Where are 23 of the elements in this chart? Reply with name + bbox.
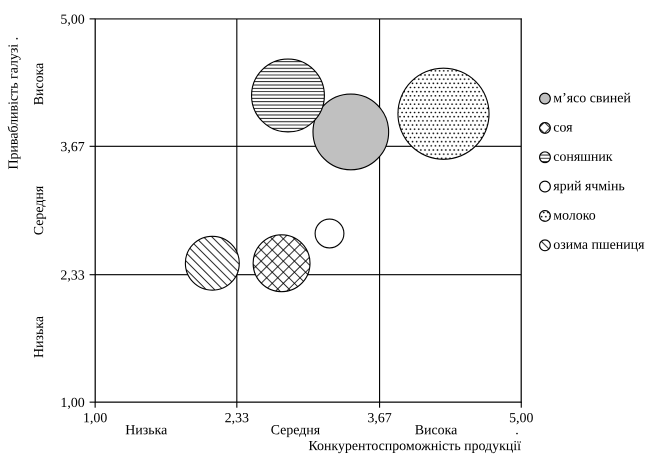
legend-label: ярий ячмінь xyxy=(553,180,624,194)
text: Висока xyxy=(415,425,458,434)
text: Висока xyxy=(34,62,44,105)
x-tick-label: 5,00 xyxy=(510,412,533,424)
legend-label: соя xyxy=(554,125,572,132)
x-tick-label: 3,67 xyxy=(368,413,392,424)
x-tick-label: 1,00 xyxy=(84,412,107,424)
text: . xyxy=(516,432,518,434)
text: Низька xyxy=(34,316,44,358)
legend-label: озима пшениця xyxy=(554,242,644,252)
x-axis-title: Конкурентоспроможність продукції xyxy=(308,440,521,454)
text: Низька xyxy=(126,425,168,434)
legend-label: соняшник xyxy=(554,154,613,162)
legend-label: молоко xyxy=(554,213,596,220)
y-tick-label: 1,00 xyxy=(62,398,84,410)
y-tick-label: 5,00 xyxy=(61,14,84,26)
text: Середня xyxy=(34,186,46,235)
x-tick-label: 2,33 xyxy=(225,413,248,424)
y-axis-title: Привабливість галузі . xyxy=(8,38,21,170)
y-tick-label: 3,67 xyxy=(61,142,84,154)
y-tick-label: 2,33 xyxy=(61,270,84,282)
text: Середня xyxy=(271,425,320,438)
legend-label: м’ясо свиней xyxy=(554,92,631,102)
